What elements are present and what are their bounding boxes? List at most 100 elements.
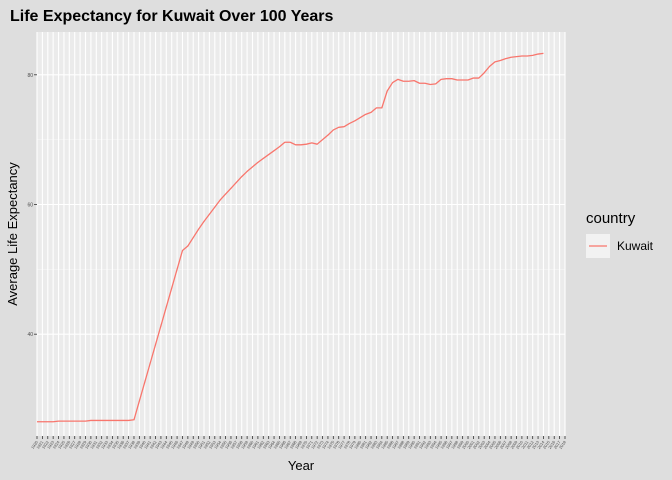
x-axis-ticks: 1920192119221923192419251926192719281929… xyxy=(30,436,568,450)
x-tick-label: 1939 xyxy=(132,439,142,450)
x-tick-label: 1957 xyxy=(229,439,239,450)
series-line-kuwait xyxy=(37,52,544,423)
y-tick-label: 60 xyxy=(27,202,33,208)
x-tick-label: 2012 xyxy=(525,439,535,450)
legend-title: country xyxy=(586,210,636,227)
x-tick-label: 1989 xyxy=(402,439,412,450)
x-tick-label: 1976 xyxy=(332,439,342,450)
x-tick-label: 1947 xyxy=(175,439,185,450)
x-tick-label: 1996 xyxy=(439,439,449,450)
x-tick-label: 1991 xyxy=(412,439,422,450)
x-tick-label: 1995 xyxy=(434,439,444,450)
x-tick-label: 1962 xyxy=(256,439,266,450)
x-tick-label: 2017 xyxy=(552,439,562,450)
legend: country Kuwait xyxy=(586,210,654,258)
x-tick-label: 1960 xyxy=(245,439,255,450)
x-tick-label: 1931 xyxy=(89,439,99,450)
x-tick-label: 1941 xyxy=(143,439,153,450)
x-tick-label: 1969 xyxy=(294,439,304,450)
x-tick-label: 1946 xyxy=(170,439,180,450)
y-tick-label: 80 xyxy=(27,73,33,79)
x-tick-label: 1982 xyxy=(364,439,374,450)
x-tick-label: 1999 xyxy=(455,439,465,450)
x-tick-label: 1949 xyxy=(186,439,196,450)
x-tick-label: 2000 xyxy=(461,439,471,450)
x-tick-label: 1940 xyxy=(138,439,148,450)
x-tick-label: 1954 xyxy=(213,439,223,450)
grid xyxy=(36,32,566,436)
x-tick-label: 1997 xyxy=(445,439,455,450)
x-tick-label: 1953 xyxy=(208,439,218,450)
x-tick-label: 1963 xyxy=(261,439,271,450)
x-tick-label: 2006 xyxy=(493,439,503,450)
x-tick-label: 1971 xyxy=(305,439,315,450)
x-tick-label: 2016 xyxy=(547,439,557,450)
x-tick-label: 1924 xyxy=(51,439,61,450)
x-tick-label: 2004 xyxy=(482,439,492,450)
x-tick-label: 1958 xyxy=(235,439,245,450)
chart-title: Life Expectancy for Kuwait Over 100 Year… xyxy=(10,8,334,25)
x-tick-label: 1961 xyxy=(251,439,261,450)
x-tick-label: 1994 xyxy=(429,439,439,450)
x-tick-label: 1922 xyxy=(41,439,51,450)
x-tick-label: 1927 xyxy=(68,439,78,450)
x-tick-label: 2014 xyxy=(536,439,546,450)
y-axis-title: Average Life Expectancy xyxy=(5,162,20,306)
x-tick-label: 1974 xyxy=(321,439,331,450)
x-tick-label: 1968 xyxy=(288,439,298,450)
x-tick-label: 1983 xyxy=(369,439,379,450)
x-tick-label: 1981 xyxy=(358,439,368,450)
x-tick-label: 1967 xyxy=(283,439,293,450)
x-tick-label: 2005 xyxy=(488,439,498,450)
x-tick-label: 2007 xyxy=(499,439,509,450)
x-tick-label: 2008 xyxy=(504,439,514,450)
x-tick-label: 1920 xyxy=(30,439,40,450)
x-tick-label: 1992 xyxy=(418,439,428,450)
x-tick-label: 1929 xyxy=(78,439,88,450)
x-tick-label: 1959 xyxy=(240,439,250,450)
x-tick-label: 1985 xyxy=(380,439,390,450)
x-tick-label: 1964 xyxy=(267,439,277,450)
x-tick-label: 1923 xyxy=(46,439,56,450)
legend-label-kuwait: Kuwait xyxy=(617,239,654,253)
x-tick-label: 1938 xyxy=(127,439,137,450)
x-tick-label: 1950 xyxy=(191,439,201,450)
x-tick-label: 1956 xyxy=(224,439,234,450)
x-tick-label: 1921 xyxy=(35,439,45,450)
x-tick-label: 2013 xyxy=(531,439,541,450)
x-tick-label: 1987 xyxy=(391,439,401,450)
x-tick-label: 1926 xyxy=(62,439,72,450)
x-tick-label: 1988 xyxy=(396,439,406,450)
x-tick-label: 1975 xyxy=(326,439,336,450)
x-tick-label: 1978 xyxy=(342,439,352,450)
x-tick-label: 1984 xyxy=(375,439,385,450)
x-tick-label: 2010 xyxy=(515,439,525,450)
x-tick-label: 2011 xyxy=(520,439,529,450)
x-tick-label: 1951 xyxy=(197,439,207,450)
x-tick-label: 2018 xyxy=(558,439,568,450)
x-axis-title: Year xyxy=(288,458,315,473)
x-tick-label: 1986 xyxy=(385,439,395,450)
x-tick-label: 1979 xyxy=(348,439,358,450)
x-tick-label: 2015 xyxy=(542,439,552,450)
x-tick-label: 1925 xyxy=(57,439,67,450)
x-tick-label: 1972 xyxy=(310,439,320,450)
x-tick-label: 1945 xyxy=(165,439,175,450)
x-tick-label: 1934 xyxy=(105,439,115,450)
x-tick-label: 1942 xyxy=(148,439,158,450)
x-tick-label: 1952 xyxy=(202,439,212,450)
x-tick-label: 1933 xyxy=(100,439,110,450)
x-tick-label: 1943 xyxy=(154,439,164,450)
x-tick-label: 1993 xyxy=(423,439,433,450)
x-tick-label: 1932 xyxy=(94,439,104,450)
y-tick-label: 40 xyxy=(27,332,33,338)
series-lines xyxy=(37,52,544,423)
x-tick-label: 1930 xyxy=(84,439,94,450)
x-tick-label: 1966 xyxy=(278,439,288,450)
x-tick-label: 1937 xyxy=(121,439,131,450)
x-tick-label: 1948 xyxy=(181,439,191,450)
x-tick-label: 1965 xyxy=(272,439,282,450)
x-tick-label: 1935 xyxy=(111,439,121,450)
x-tick-label: 1955 xyxy=(218,439,228,450)
